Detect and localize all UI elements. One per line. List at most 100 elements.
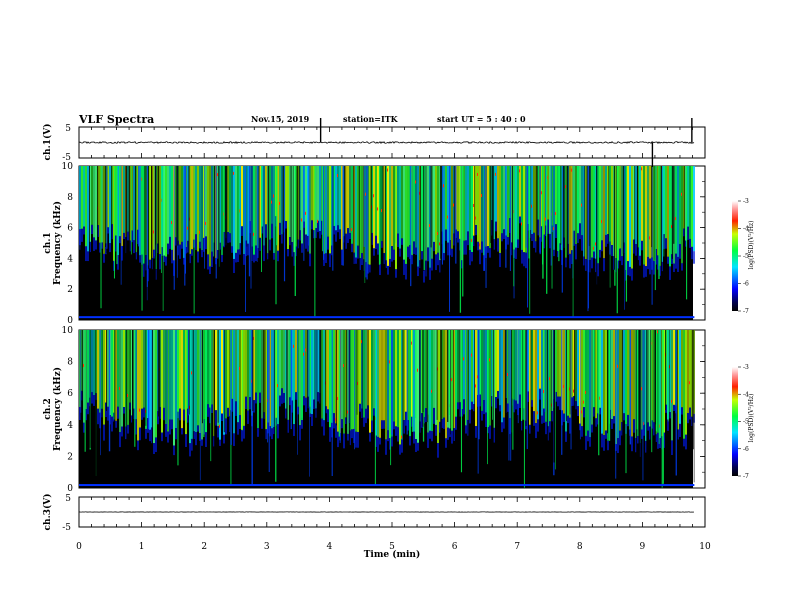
spectrogram-cell — [457, 402, 459, 410]
spectrogram-cell — [669, 412, 671, 419]
spectrogram-cell — [199, 230, 200, 234]
colorbar-tick-label: -5 — [743, 419, 749, 426]
spectrogram-cell — [179, 330, 181, 409]
ch1-spectrogram-ylabel-frequency: Frequency (kHz) — [52, 201, 63, 285]
spectrogram-cell — [289, 397, 291, 406]
spectrogram-cell — [287, 249, 289, 257]
spectrogram-cell — [127, 231, 129, 241]
spectrogram-cell — [383, 253, 385, 265]
ch1-ytick-bottom: -5 — [62, 153, 71, 163]
spectrogram-cell — [541, 166, 543, 227]
spectrogram-cell — [209, 166, 211, 267]
spectrogram-cell — [317, 392, 319, 402]
spectrogram-cell — [265, 224, 267, 238]
spectrogram-cell — [331, 245, 333, 256]
spectrogram-cell — [543, 330, 545, 409]
spectrogram-cell — [503, 417, 505, 429]
spectrogram-cell — [541, 226, 543, 242]
spectrogram-cell — [305, 211, 306, 215]
spectrogram-cell — [191, 330, 193, 439]
spectrogram-cell — [579, 223, 581, 240]
spectrogram-cell — [335, 423, 337, 438]
spectrogram-cell — [161, 432, 163, 442]
spectrogram-cell — [393, 421, 395, 430]
spectrogram-cell — [377, 330, 379, 437]
spectrogram-cell — [95, 166, 97, 241]
spectrogram-cell — [517, 239, 519, 248]
spectrogram-cell — [677, 429, 679, 440]
spectrogram-cell — [289, 330, 291, 398]
spectrogram-cell — [417, 166, 419, 267]
spectrogram-cell — [687, 226, 689, 240]
spectrogram-cell — [351, 330, 353, 430]
spectrogram-cell — [169, 419, 171, 435]
spectrogram-cell — [575, 244, 577, 260]
spectrogram-cell — [415, 439, 417, 453]
spectrogram-cell — [99, 166, 101, 243]
spectrogram-cell — [657, 432, 659, 449]
spectrogram-cell — [401, 166, 403, 239]
spectrogram-cell — [409, 436, 411, 446]
spectrogram-cell — [191, 371, 192, 375]
spectrogram-cell — [617, 438, 619, 454]
spectrogram-cell — [181, 166, 183, 242]
spectrogram-cell — [363, 417, 365, 427]
spectrogram-cell — [503, 166, 505, 230]
spectrogram-cell — [581, 235, 583, 251]
spectrogram-cell — [205, 236, 207, 250]
spectrogram-cell — [79, 406, 81, 421]
spectrogram-cell — [545, 421, 547, 435]
spectrogram-cell — [641, 330, 643, 430]
spectrogram-cell — [387, 330, 389, 431]
spectrogram-cell — [581, 426, 583, 437]
spectrogram-cell — [325, 253, 327, 263]
spectrogram-baseline-band — [79, 316, 695, 319]
spectrogram-cell — [175, 237, 177, 246]
spectrogram-cell — [335, 166, 337, 231]
spectrogram-cell — [693, 166, 695, 252]
spectrogram-cell — [277, 330, 279, 425]
spectrogram-cell — [223, 434, 225, 444]
spectrogram-cell — [341, 419, 343, 429]
spectrogram-cell — [535, 166, 537, 242]
spectrogram-cell — [387, 265, 389, 275]
spectrogram-cell — [543, 408, 545, 423]
spectrogram-cell — [123, 330, 125, 408]
spectrogram-cell — [617, 260, 619, 269]
spectrogram-cell — [463, 357, 464, 361]
spectrogram-cell — [227, 232, 229, 243]
spectrogram-cell — [315, 166, 317, 228]
ch1-ytick-top: 5 — [65, 124, 71, 134]
spectrogram-cell — [611, 166, 613, 246]
spectrogram-cell — [489, 166, 491, 249]
spectrogram-cell — [289, 237, 291, 246]
spectrogram-cell — [605, 430, 607, 439]
spectrogram-cell — [641, 166, 643, 241]
spectrogram-cell — [517, 166, 519, 240]
spectrogram-cell — [131, 230, 133, 243]
spectrogram-cell — [617, 364, 618, 368]
spectrogram-cell — [659, 166, 661, 266]
spectrogram-cell — [691, 246, 693, 260]
spectrogram-cell — [171, 419, 173, 430]
spectrogram-cell — [453, 233, 455, 246]
spectrogram-cell — [169, 166, 171, 237]
spectrogram-cell — [435, 166, 437, 255]
spectrogram-cell — [381, 330, 383, 421]
spectrogram-cell — [101, 166, 103, 243]
spectrogram-cell — [471, 166, 473, 253]
spectrogram-cell — [291, 242, 293, 257]
spectrogram-cell — [227, 330, 229, 408]
spectrogram-cell — [583, 407, 585, 418]
spectrogram-cell — [389, 438, 391, 450]
spectrogram-cell — [279, 330, 281, 396]
spectrogram-cell — [431, 431, 433, 442]
spectrogram-cell — [685, 434, 687, 450]
spectrogram-cell — [175, 166, 177, 238]
y-tick-label: 0 — [67, 316, 73, 326]
ch3-ytick-top: 5 — [65, 494, 71, 504]
spectrogram-cell — [385, 260, 387, 269]
spectrogram-cell — [133, 330, 135, 409]
spectrogram-cell — [499, 252, 501, 268]
spectrogram-cell — [245, 166, 247, 241]
